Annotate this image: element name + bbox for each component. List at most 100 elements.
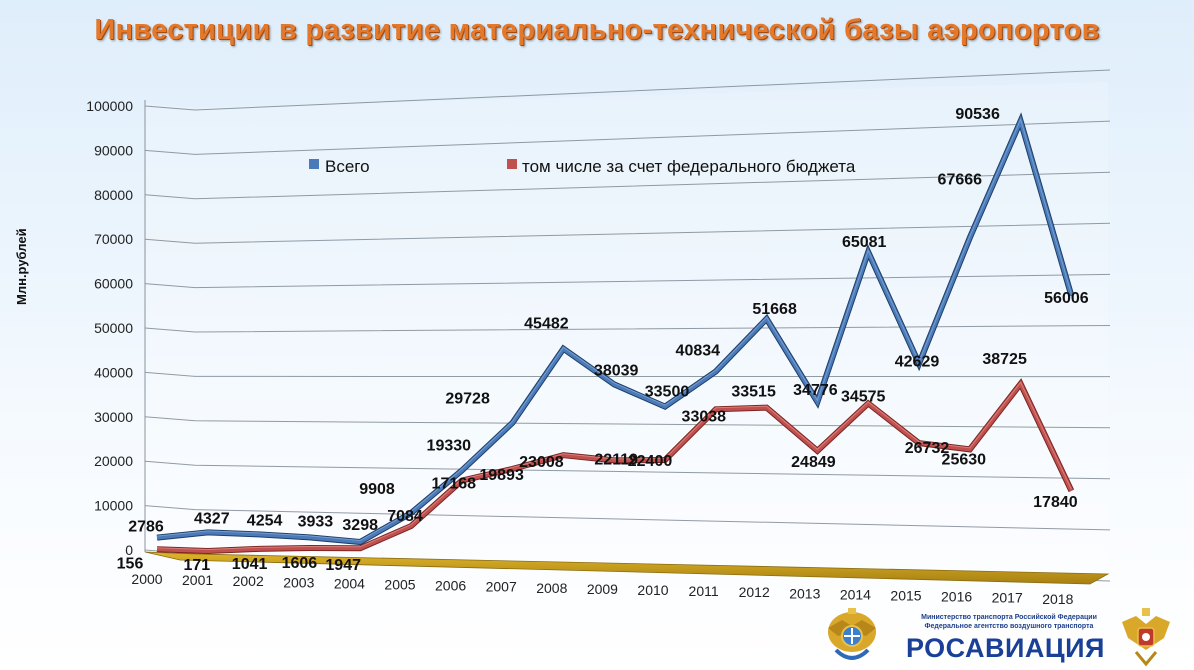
x-tick-label: 2017 xyxy=(992,590,1023,606)
gridline xyxy=(144,460,1111,480)
ministry-text: Министерство транспорта Российской Федер… xyxy=(921,614,1097,621)
x-tick-label: 2001 xyxy=(182,572,213,588)
data-label-total: 45482 xyxy=(524,316,569,333)
y-tick-label: 10000 xyxy=(94,498,133,514)
y-tick-label: 60000 xyxy=(94,276,133,292)
data-label-total: 2786 xyxy=(128,519,164,536)
x-tick-label: 2013 xyxy=(789,585,820,601)
data-label-federal: 24849 xyxy=(791,454,836,471)
y-tick-label: 40000 xyxy=(94,364,133,380)
data-label-total: 56006 xyxy=(1044,290,1089,307)
data-label-federal: 22119 xyxy=(594,451,638,468)
data-label-federal: 33515 xyxy=(731,384,776,401)
series-lines xyxy=(156,112,1075,555)
legend-swatch-total xyxy=(309,159,319,169)
data-label-total: 65081 xyxy=(842,234,887,251)
data-label-total: 67666 xyxy=(938,172,983,189)
y-tick-label: 50000 xyxy=(94,320,133,336)
data-label-federal: 34575 xyxy=(841,388,886,405)
legend-label-total: Всего xyxy=(325,157,370,176)
data-label-federal: 1947 xyxy=(325,557,361,574)
data-label-federal: 1606 xyxy=(282,555,318,572)
series-line-0 xyxy=(156,115,1074,545)
aviation-emblem-icon xyxy=(828,608,876,660)
x-tick-label: 2015 xyxy=(890,588,921,604)
gridline xyxy=(144,416,1111,429)
y-tick-label: 30000 xyxy=(94,409,133,425)
data-label-total: 9908 xyxy=(359,481,395,498)
x-tick-label: 2018 xyxy=(1042,591,1073,606)
legend: Всего том числе за счет федерального бюд… xyxy=(309,157,856,176)
data-label-federal: 17840 xyxy=(1033,494,1078,511)
data-label-total: 19330 xyxy=(427,438,472,455)
x-tick-label: 2009 xyxy=(587,581,618,597)
x-tick-label: 2007 xyxy=(486,579,517,595)
gridline xyxy=(144,171,1111,200)
data-label-federal: 17168 xyxy=(432,476,477,493)
legend-label-federal: том числе за счет федерального бюджета xyxy=(522,157,856,176)
y-tick-label: 80000 xyxy=(94,187,133,203)
data-label-total: 42629 xyxy=(895,354,940,371)
x-tick-label: 2011 xyxy=(689,583,719,599)
data-label-federal: 22400 xyxy=(628,453,673,470)
data-label-total: 90536 xyxy=(955,106,1000,123)
x-tick-label: 2012 xyxy=(739,584,770,600)
y-tick-label: 20000 xyxy=(94,453,133,469)
data-label-total: 51668 xyxy=(752,301,797,318)
y-tick-label: 100000 xyxy=(86,98,133,114)
x-tick-label: 2016 xyxy=(941,589,972,605)
rosaviatsia-logo: Министерство транспорта Российской Федер… xyxy=(822,606,1194,670)
line-chart: 0 10000 20000 30000 40000 50000 60000 70000 8000… xyxy=(86,69,1111,606)
floor-plane xyxy=(144,551,1110,585)
x-tick-label: 2000 xyxy=(131,571,162,587)
gridline xyxy=(144,325,1111,333)
data-label-federal: 7084 xyxy=(387,508,423,525)
data-label-total: 40834 xyxy=(676,343,721,360)
y-tick-label: 0 xyxy=(125,542,133,558)
x-tick-label: 2014 xyxy=(840,586,871,602)
y-tick-label: 90000 xyxy=(94,142,133,158)
data-label-total: 38039 xyxy=(594,362,639,379)
data-labels: 2786 4327 4254 3933 3298 9908 19330 29728 45482 3… xyxy=(117,106,1089,574)
x-tick-label: 2003 xyxy=(283,574,314,590)
data-label-federal: 1041 xyxy=(232,556,268,573)
data-label-total: 29728 xyxy=(445,391,490,408)
data-label-total: 3298 xyxy=(342,517,378,534)
data-label-federal: 19893 xyxy=(479,467,524,484)
data-label-total: 4327 xyxy=(194,510,230,527)
series-line-highlight-0 xyxy=(156,118,1072,542)
data-label-total: 33500 xyxy=(645,384,690,401)
data-label-total: 3933 xyxy=(298,513,334,530)
gridline xyxy=(144,120,1111,155)
gridline xyxy=(144,273,1111,289)
x-tick-label: 2008 xyxy=(536,580,567,596)
brand-name: РОСАВИАЦИЯ xyxy=(906,633,1105,663)
series-line-highlight-1 xyxy=(156,381,1072,551)
gridline xyxy=(144,505,1111,531)
x-tick-label: 2010 xyxy=(637,582,668,598)
x-axis-ticks: 2000 2001 2002 2003 2004 2005 2006 2007 2008 2009… xyxy=(131,571,1073,606)
data-label-federal: 171 xyxy=(183,557,210,574)
y-axis-ticks: 0 10000 20000 30000 40000 50000 60000 70000 8000… xyxy=(86,98,133,558)
gridline xyxy=(144,69,1111,111)
x-tick-label: 2002 xyxy=(233,573,264,589)
legend-swatch-federal xyxy=(507,159,517,169)
chart-wall xyxy=(145,82,1108,578)
series-line-1 xyxy=(156,380,1074,554)
data-label-federal: 23008 xyxy=(519,454,564,471)
chart-floor xyxy=(144,551,1110,585)
y-tick-label: 70000 xyxy=(94,231,133,247)
gridline xyxy=(144,222,1111,244)
data-label-federal: 25630 xyxy=(942,451,987,468)
coat-of-arms-icon xyxy=(1122,608,1170,667)
wall-plane xyxy=(145,82,1108,578)
chart-title: Инвестиции в развитие материально-технич… xyxy=(94,14,1100,46)
data-label-total: 4254 xyxy=(247,512,283,529)
data-label-federal: 26732 xyxy=(905,440,950,457)
data-label-federal: 156 xyxy=(117,555,144,572)
agency-text: Федеральное агентство воздушного транспо… xyxy=(924,623,1094,630)
data-label-federal: 38725 xyxy=(982,351,1027,368)
data-label-federal: 33038 xyxy=(682,408,727,425)
x-tick-label: 2006 xyxy=(435,578,466,594)
